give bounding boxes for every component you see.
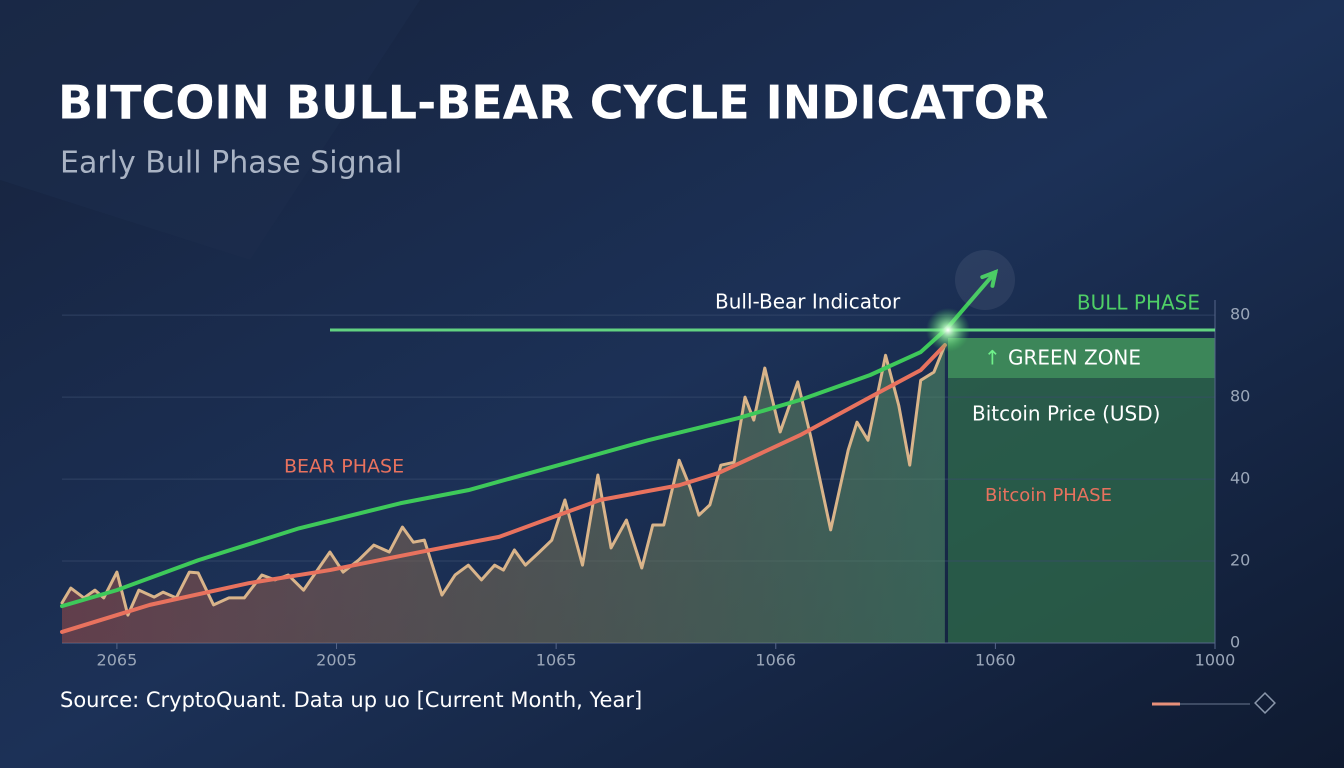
slider-handle[interactable]	[1254, 692, 1276, 714]
y-tick-label: 0	[1230, 633, 1240, 652]
indicator-label: Bull-Bear Indicator	[715, 290, 901, 314]
x-tick-label: 2005	[316, 651, 357, 670]
bitcoin-phase-label: Bitcoin PHASE	[985, 485, 1112, 506]
signal-glow	[926, 308, 970, 352]
arrow-head	[980, 268, 999, 288]
chart-subtitle: Early Bull Phase Signal	[60, 146, 402, 181]
y-tick-label: 80	[1230, 387, 1250, 406]
line-1	[60, 343, 947, 617]
y-tick-label: 40	[1230, 469, 1250, 488]
y-tick-label: 20	[1230, 551, 1250, 570]
arrow-halo	[955, 250, 1015, 310]
bull-phase-label: BULL PHASE	[1077, 291, 1200, 315]
green-zone-header	[948, 338, 1215, 378]
y-tick-label: 80	[1230, 305, 1250, 324]
bear-phase-label: BEAR PHASE	[284, 456, 404, 478]
up-arrow-icon: ↑	[984, 346, 1001, 370]
source-note: Source: CryptoQuant. Data up uo [Current…	[60, 688, 642, 712]
x-tick-label: 1000	[1195, 651, 1236, 670]
x-tick-label: 2065	[97, 651, 138, 670]
background-shape	[0, 0, 420, 260]
price-area	[62, 345, 945, 643]
green-zone-label: GREEN ZONE	[1008, 346, 1141, 370]
line-2	[60, 343, 947, 634]
x-tick-label: 1060	[975, 651, 1016, 670]
chart-title: BITCOIN BULL-BEAR CYCLE INDICATOR	[58, 76, 1048, 130]
plot: 0 20 40 80 80 2065 2005 1065 1066 1060 1000	[60, 268, 1250, 670]
price-label: Bitcoin Price (USD)	[972, 402, 1160, 426]
x-tick-label: 1066	[755, 651, 796, 670]
green-zone	[948, 338, 1215, 643]
x-tick-label: 1065	[536, 651, 577, 670]
